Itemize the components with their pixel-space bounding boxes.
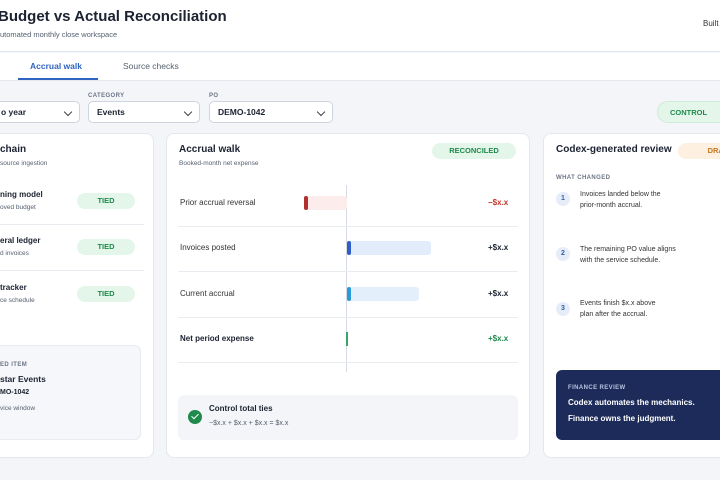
- note-box: [556, 370, 720, 440]
- row-value: −$x.x: [488, 198, 509, 207]
- bar-track: [347, 287, 419, 301]
- divider: [178, 271, 518, 272]
- section-label: WHAT CHANGED: [556, 175, 611, 181]
- tab[interactable]: Source checks: [123, 61, 179, 71]
- divider: [178, 362, 518, 363]
- divider: [0, 224, 144, 225]
- source-detail: ce schedule: [0, 297, 35, 304]
- card-title: Accrual walk: [179, 144, 241, 155]
- row-label: Prior accrual reversal: [180, 198, 256, 207]
- status-badge: DRAF: [678, 143, 720, 159]
- filter-value: o year: [1, 107, 27, 117]
- header-action[interactable]: Built: [703, 19, 719, 28]
- step-text: with the service schedule.: [580, 257, 661, 264]
- step-text: Events finish $x.x above: [580, 300, 656, 307]
- divider: [178, 317, 518, 318]
- bar-track: [347, 241, 431, 255]
- step-text: Invoices landed below the: [580, 191, 661, 198]
- linked-item: [0, 345, 141, 440]
- step-text: The remaining PO value aligns: [580, 246, 676, 253]
- note-text: Finance owns the judgment.: [568, 414, 676, 423]
- row-value: +$x.x: [488, 289, 509, 298]
- filter-select[interactable]: o year: [0, 101, 80, 123]
- source-name: tracker: [0, 283, 27, 292]
- filter-label: CATEGORY: [88, 93, 125, 99]
- page-subtitle: utomated monthly close workspace: [0, 30, 118, 39]
- axis-line: [346, 185, 347, 372]
- row-label: Current accrual: [180, 289, 235, 298]
- row-label: Net period expense: [180, 334, 254, 343]
- note-label: FINANCE REVIEW: [568, 385, 626, 391]
- check-title: Control total ties: [209, 404, 273, 413]
- note-text: Codex automates the mechanics.: [568, 398, 695, 407]
- filter-label: PO: [209, 93, 219, 99]
- linked-detail: vice window: [0, 405, 36, 412]
- row-value: +$x.x: [488, 334, 509, 343]
- step-number: 2: [556, 247, 570, 261]
- step-text: prior-month accrual.: [580, 202, 643, 209]
- card-subtitle: source ingestion: [0, 160, 48, 167]
- step-number: 3: [556, 302, 570, 316]
- filter-select[interactable]: DEMO-1042: [209, 101, 333, 123]
- bar-track: [304, 196, 347, 210]
- linked-name: star Events: [0, 374, 46, 384]
- tab-active[interactable]: Accrual walk: [30, 61, 82, 71]
- page-title: Budget vs Actual Reconciliation: [0, 8, 227, 25]
- divider: [178, 226, 518, 227]
- check-box: [178, 395, 518, 440]
- bar-marker: [347, 287, 351, 301]
- status-badge: TIED: [77, 286, 135, 302]
- check-formula: −$x.x + $x.x + $x.x = $x.x: [209, 420, 289, 427]
- step-text: plan after the accrual.: [580, 311, 648, 318]
- bar-marker: [346, 332, 348, 346]
- filter-select[interactable]: Events: [88, 101, 200, 123]
- linked-label: ED ITEM: [0, 362, 28, 368]
- header: [0, 0, 720, 52]
- check-icon: [188, 410, 202, 424]
- bar-marker: [347, 241, 351, 255]
- bar-marker: [304, 196, 308, 210]
- row-value: +$x.x: [488, 243, 509, 252]
- card-title: Codex-generated review: [556, 144, 672, 155]
- status-badge: TIED: [77, 239, 135, 255]
- source-name: eral ledger: [0, 236, 41, 245]
- filter-value: DEMO-1042: [218, 107, 266, 117]
- chevron: [316, 107, 326, 117]
- linked-id: MO-1042: [0, 389, 30, 396]
- chevron: [63, 107, 73, 117]
- divider: [0, 270, 144, 271]
- filter-value: Events: [97, 107, 125, 117]
- row-label: Invoices posted: [180, 243, 236, 252]
- status-badge: RECONCILED: [432, 143, 516, 159]
- source-detail: oved budget: [0, 204, 36, 211]
- source-detail: d invoices: [0, 250, 29, 257]
- tab-underline: [18, 78, 98, 80]
- tab-bar: [0, 53, 720, 81]
- card-subtitle: Booked-month net expense: [179, 160, 259, 167]
- status-pill: CONTROL: [657, 101, 720, 123]
- status-badge: TIED: [77, 193, 135, 209]
- chevron: [183, 107, 193, 117]
- step-number: 1: [556, 192, 570, 206]
- card-title: chain: [0, 144, 27, 155]
- source-name: ning model: [0, 190, 43, 199]
